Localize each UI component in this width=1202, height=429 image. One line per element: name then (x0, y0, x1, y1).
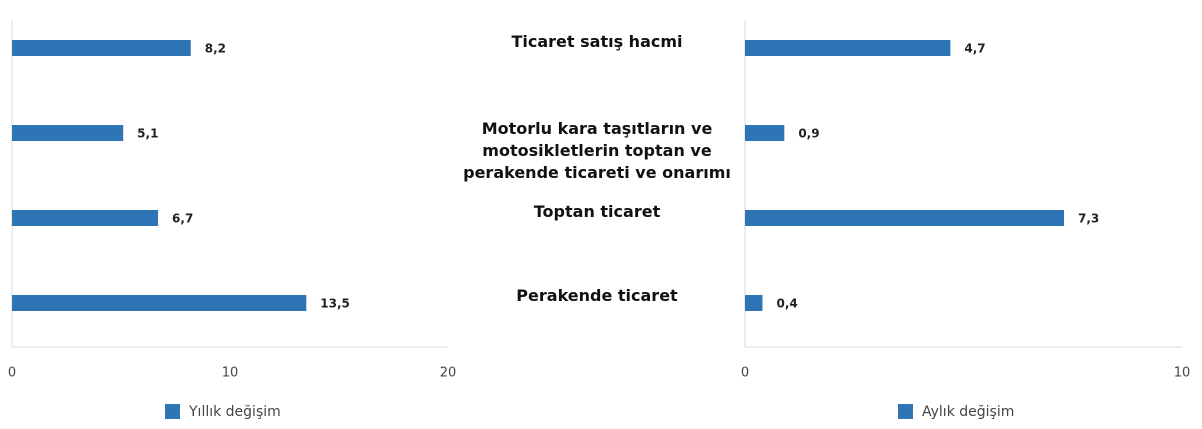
bar (745, 210, 1065, 226)
category-label: Perakende ticaret (516, 286, 678, 305)
value-label: 4,7 (964, 42, 985, 56)
legend-label: Yıllık değişim (188, 404, 281, 420)
legend-swatch (165, 404, 180, 419)
bar (12, 40, 191, 56)
value-label: 5,1 (137, 127, 158, 141)
category-label: Toptan ticaret (533, 202, 661, 221)
bar (12, 125, 124, 141)
legend-swatch (898, 404, 913, 419)
value-label: 8,2 (205, 42, 226, 56)
value-label: 0,9 (798, 127, 819, 141)
bar (745, 295, 763, 311)
bar (745, 125, 785, 141)
x-tick-label: 20 (440, 366, 457, 381)
x-tick-label: 10 (1174, 366, 1191, 381)
bar (745, 40, 951, 56)
x-tick-label: 10 (222, 366, 239, 381)
bar (12, 210, 159, 226)
value-label: 13,5 (320, 297, 350, 311)
bar (12, 295, 307, 311)
value-label: 7,3 (1078, 212, 1099, 226)
x-tick-label: 0 (741, 366, 749, 381)
value-label: 6,7 (172, 212, 193, 226)
value-label: 0,4 (776, 297, 797, 311)
x-tick-label: 0 (8, 366, 16, 381)
category-label: Ticaret satış hacmi (511, 32, 683, 51)
legend-label: Aylık değişim (922, 404, 1014, 420)
category-label: Motorlu kara taşıtların ve motosikletler… (463, 119, 731, 182)
